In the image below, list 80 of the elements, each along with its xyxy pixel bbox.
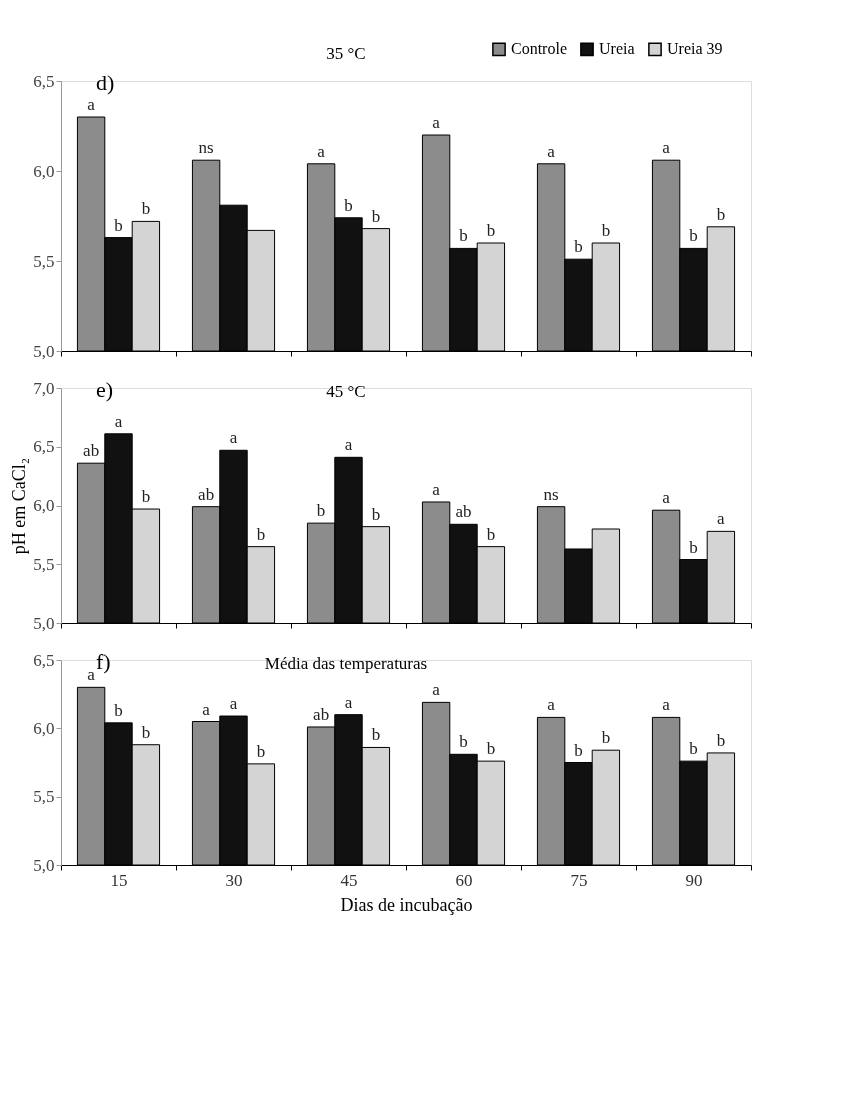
data-label: b <box>459 732 468 752</box>
data-label: b <box>689 226 698 246</box>
legend-label: Ureia 39 <box>667 40 723 58</box>
y-tick-label: 6,0 <box>33 161 55 181</box>
data-label: a <box>317 141 326 161</box>
data-label: b <box>486 221 496 240</box>
data-label: b <box>141 487 151 507</box>
data-label: b <box>141 199 151 219</box>
data-label: ns <box>198 138 214 158</box>
x-tick-label: 30 <box>225 870 243 890</box>
y-tick-label: 5,5 <box>33 251 55 271</box>
chart-title: 45 °C <box>326 382 366 401</box>
y-tick-label: 5,0 <box>33 855 55 875</box>
data-label: b <box>716 730 726 750</box>
data-label: b <box>114 215 123 235</box>
data-label: b <box>601 221 611 240</box>
y-tick-label: 6,0 <box>33 496 55 515</box>
data-label: b <box>459 226 468 246</box>
data-label: ns <box>543 484 559 504</box>
data-label: a <box>229 428 238 448</box>
data-label: b <box>256 741 266 761</box>
data-label: b <box>114 700 123 720</box>
y-tick-label: 6,0 <box>33 718 55 738</box>
legend-label: Controle <box>511 40 567 58</box>
data-label: b <box>371 206 381 226</box>
data-label: a <box>114 411 123 431</box>
data-label: a <box>87 665 96 685</box>
data-label: a <box>547 141 556 161</box>
data-label: b <box>486 739 496 759</box>
x-axis-title: Dias de incubação <box>340 894 473 915</box>
annotation: e) <box>96 377 114 402</box>
data-label: b <box>316 501 326 521</box>
chart-title: 35 °C <box>326 44 366 63</box>
y-axis-title: pH em CaCl₂ <box>9 457 30 555</box>
y-tick-label: 5,0 <box>33 613 55 633</box>
y-tick-label: 6,5 <box>33 650 55 670</box>
data-label: a <box>662 138 671 158</box>
data-label: a <box>344 435 353 455</box>
chart-title: Média das temperaturas <box>264 654 428 673</box>
x-tick-label: 75 <box>570 870 588 890</box>
y-tick-label: 5,5 <box>33 787 55 807</box>
legend-label: Ureia <box>599 40 635 58</box>
x-tick-label: 15 <box>110 870 128 890</box>
data-label: a <box>202 699 211 719</box>
data-label: ab <box>198 484 215 504</box>
data-label: a <box>432 680 441 700</box>
data-label: b <box>141 722 151 742</box>
data-label: b <box>689 537 698 557</box>
data-label: a <box>229 694 238 714</box>
annotation: f) <box>96 649 111 674</box>
data-label: b <box>371 504 381 524</box>
data-label: b <box>574 237 583 257</box>
y-tick-label: 6,5 <box>33 71 55 91</box>
data-label: a <box>432 479 441 499</box>
data-label: b <box>486 524 496 544</box>
data-label: a <box>662 488 671 508</box>
data-label: b <box>689 739 698 759</box>
data-label: a <box>662 695 671 715</box>
annotation: d) <box>96 70 115 95</box>
data-label: b <box>601 728 611 748</box>
y-tick-label: 7,0 <box>33 378 55 398</box>
data-label: a <box>547 695 556 715</box>
x-tick-label: 45 <box>340 870 358 890</box>
data-label: b <box>716 204 726 224</box>
data-label: a <box>87 95 96 114</box>
data-label: b <box>344 195 353 215</box>
data-label: ab <box>313 704 330 724</box>
data-label: b <box>371 725 381 745</box>
data-label: a <box>344 692 353 712</box>
data-label: a <box>717 509 726 529</box>
x-tick-label: 90 <box>685 870 703 890</box>
data-label: b <box>256 524 266 544</box>
y-tick-label: 5,0 <box>33 341 55 361</box>
x-tick-label: 60 <box>455 870 473 890</box>
data-label: ab <box>455 502 472 522</box>
data-label: ab <box>83 441 100 461</box>
y-tick-label: 5,5 <box>33 554 55 574</box>
data-label: b <box>574 740 583 760</box>
data-label: a <box>432 113 441 132</box>
y-tick-label: 6,5 <box>33 437 55 457</box>
